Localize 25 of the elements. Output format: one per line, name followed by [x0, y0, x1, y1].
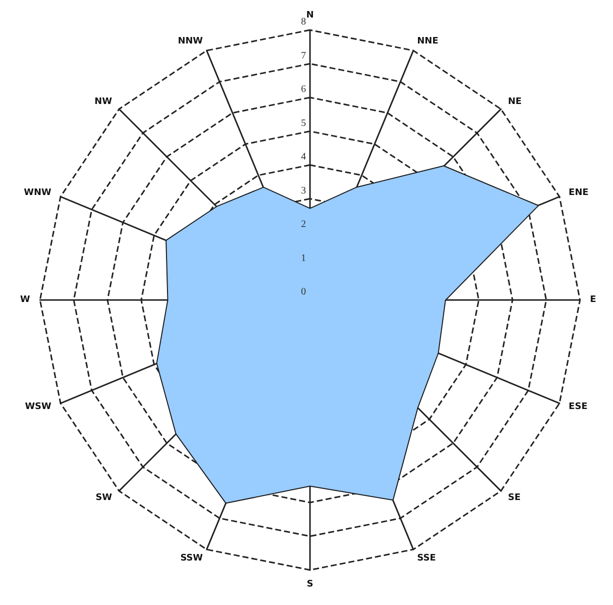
spoke-label: N [306, 10, 314, 20]
spoke-label: NE [508, 97, 522, 108]
spoke-label: NNW [178, 36, 203, 46]
y-tick-label: 6 [301, 84, 306, 95]
y-tick-label: 4 [301, 152, 306, 162]
spoke-label: NNE [417, 36, 438, 46]
spoke-label: WNW [24, 188, 52, 198]
spoke-label: SE [508, 492, 521, 503]
y-tick-label: 5 [301, 118, 306, 129]
y-tick-label: 7 [301, 50, 306, 62]
spoke-label: E [590, 295, 596, 305]
spoke-label: WSW [24, 402, 52, 412]
spoke-label: SW [96, 492, 112, 503]
spoke-label: ENE [568, 188, 589, 198]
spoke-label: SSW [180, 554, 203, 564]
y-tick-label: 2 [301, 219, 306, 230]
spoke-label: W [20, 295, 30, 305]
y-tick-label: 8 [301, 16, 306, 28]
y-tick-label: 1 [301, 252, 306, 264]
spoke-label: S [306, 580, 314, 590]
spoke-label: NW [94, 97, 112, 108]
y-tick-label: 0 [301, 286, 306, 298]
spoke-label: SSE [417, 554, 436, 564]
y-tick-label: 3 [301, 185, 306, 196]
spoke-label: ESE [568, 402, 588, 412]
